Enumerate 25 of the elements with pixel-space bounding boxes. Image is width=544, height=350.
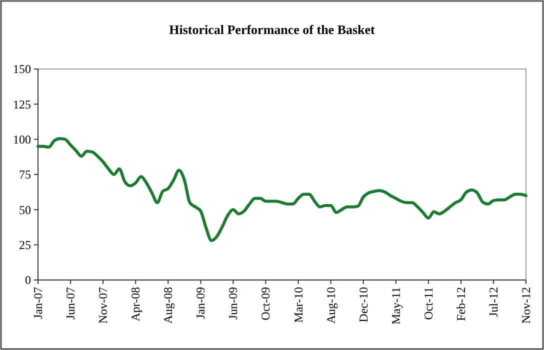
x-tick-label: Aug-10: [324, 287, 338, 324]
x-tick-label: Oct-11: [421, 287, 436, 320]
x-tick-label: Jun-09: [226, 287, 240, 320]
x-tick-label: Feb-12: [454, 287, 468, 321]
y-tick-label: 50: [19, 202, 31, 217]
x-tick-label: Apr-08: [128, 287, 143, 322]
x-tick-label: Nov-12: [519, 287, 533, 324]
y-tick-label: 100: [13, 132, 31, 147]
line-series: [36, 137, 528, 242]
x-tick-label: Nov-07: [96, 287, 110, 324]
y-tick-label: 125: [13, 97, 31, 112]
x-tick-label: Dec-10: [356, 287, 370, 322]
x-tick-label: Jan-07: [31, 287, 45, 319]
y-tick-label: 150: [13, 62, 31, 76]
y-tick-label: 0: [25, 273, 31, 288]
x-tick-label: Aug-08: [161, 287, 176, 324]
chart-title: Historical Performance of the Basket: [169, 22, 376, 37]
y-tick-label: 25: [19, 238, 31, 252]
x-tick-label: Jan-09: [194, 287, 208, 319]
x-tick-label: Mar-10: [291, 287, 306, 323]
x-tick-label: Oct-09: [258, 287, 273, 320]
x-tick-label: Jun-07: [64, 287, 78, 320]
x-tick-label: Jul-12: [486, 287, 500, 317]
x-tick-label: May-11: [388, 287, 403, 325]
y-tick-label: 75: [19, 168, 31, 182]
